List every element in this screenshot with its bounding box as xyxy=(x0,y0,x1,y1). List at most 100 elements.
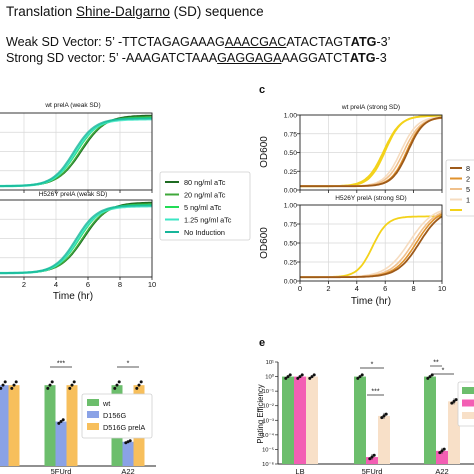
strong-xtick-label: 10 xyxy=(438,284,446,293)
bars-left-point xyxy=(139,380,143,384)
bars-left-point xyxy=(14,380,18,384)
strong-legend-label: 5 xyxy=(466,185,470,194)
weak-sd-sequence: Weak SD Vector: 5’ -TTCTAGAGAAAGAAACGACA… xyxy=(6,35,391,49)
strong-legend-label: 2 xyxy=(466,175,470,184)
weak-legend-label: 20 ng/ml aTc xyxy=(184,191,226,200)
bars-left-legend-label: wt xyxy=(102,399,110,408)
bars-right-bar xyxy=(424,376,436,464)
sequence-title: Translation Shine-Dalgarno (SD) sequence xyxy=(6,4,264,19)
bars-right-bar xyxy=(294,376,306,464)
bars-left-legend-label: D156G xyxy=(103,411,126,420)
bars-right-point xyxy=(370,455,374,459)
bars-right-sig-5fu-b-label: *** xyxy=(371,389,379,396)
strong-bottom-ytick-label: 0.25 xyxy=(284,260,297,267)
weak-xtick-label: 2 xyxy=(22,280,26,289)
bars-left-point xyxy=(128,439,132,443)
bars-right-point xyxy=(450,401,454,405)
bars-left-point xyxy=(113,386,117,390)
strong-top-ytick-label: 0.00 xyxy=(284,188,297,195)
strong-xtick-label: 8 xyxy=(412,284,416,293)
bars-right-point xyxy=(372,453,376,457)
weak-top-curve-3 xyxy=(0,118,152,188)
bars-right-point xyxy=(286,375,290,379)
weak-top-title: wt prelA (weak SD) xyxy=(44,102,100,109)
strong-xtick-label: 4 xyxy=(355,284,359,293)
weak-legend-label: 5 ng/ml aTc xyxy=(184,203,222,212)
strong-legend-label: 1 xyxy=(466,196,470,205)
strong-bottom-ytick-label: 0.75 xyxy=(284,222,297,229)
strong-top-ytick-label: 0.25 xyxy=(284,169,297,176)
bars-right-ytick-label: 10⁻¹ xyxy=(263,389,275,395)
weak-xtick-label: 4 xyxy=(54,280,58,289)
bars-right-bar xyxy=(354,376,366,464)
bars-right-bar xyxy=(448,401,460,464)
strong-top-ytick-label: 0.75 xyxy=(284,131,297,138)
bars-left-point xyxy=(48,383,52,387)
bars-left-legend-label: D516G prelA xyxy=(103,423,145,432)
strong-top-ylabel: OD600 xyxy=(259,136,270,168)
panel-letter-c: c xyxy=(259,84,265,96)
bars-right-legend-swatch xyxy=(462,412,474,419)
weak-xtick-label: 8 xyxy=(118,280,122,289)
bars-left-point xyxy=(50,380,54,384)
strong-legend-label: 8 xyxy=(466,164,470,173)
bars-right-bar xyxy=(378,415,390,464)
weak-bottom-curve-4 xyxy=(0,204,153,275)
panel-letter-e: e xyxy=(259,337,265,349)
strong-top-title: wt prelA (strong SD) xyxy=(341,104,400,111)
bars-right-category-label: LB xyxy=(295,467,304,474)
strong-bottom-curve-2 xyxy=(300,211,443,278)
bars-right-ytick-label: 10⁰ xyxy=(265,374,274,381)
bars-right-point xyxy=(380,416,384,420)
bars-right-category-label: 5FUrd xyxy=(362,467,383,474)
bars-right-point xyxy=(426,376,430,380)
bars-right-point xyxy=(384,412,388,416)
bars-left-point xyxy=(3,380,7,384)
bars-right-bar xyxy=(436,450,448,464)
bars-left-point xyxy=(72,380,76,384)
bars-right-point xyxy=(300,373,304,377)
bars-left-point xyxy=(12,383,16,387)
bars-right-point xyxy=(360,373,364,377)
bars-left-category-label: A22 xyxy=(121,467,134,474)
bars-right-point xyxy=(440,449,444,453)
bars-left-bar-D516G prelA xyxy=(8,385,20,466)
bars-right-point xyxy=(438,451,442,455)
weak-xtick-label: 6 xyxy=(86,280,90,289)
bars-left-point xyxy=(117,380,121,384)
strong-bottom-curve-4 xyxy=(300,215,443,279)
bars-left-point xyxy=(137,383,141,387)
bars-left-point xyxy=(61,418,65,422)
strong-bottom-ytick-label: 0.00 xyxy=(284,279,297,286)
bars-right-point xyxy=(312,373,316,377)
bars-left-bar-wt xyxy=(44,385,56,466)
bars-right-ytick-label: 10⁻⁵ xyxy=(262,446,275,453)
bars-right-point xyxy=(452,399,456,403)
strong-bottom-curve-3 xyxy=(300,213,443,278)
bars-right-sig-a22-a-label: ** xyxy=(433,360,439,367)
bars-right-point xyxy=(382,414,386,418)
bars-left-point xyxy=(46,386,50,390)
bars-left-legend-swatch xyxy=(87,411,99,418)
strong-bottom-ytick-label: 1.00 xyxy=(284,203,297,210)
bars-left-legend-box xyxy=(81,393,153,439)
bars-right-point xyxy=(288,373,292,377)
weak-legend-label: 1.25 ng/ml aTc xyxy=(184,216,232,225)
bars-right-bar xyxy=(366,457,378,464)
strong-xtick-label: 6 xyxy=(383,284,387,293)
bars-right-ytick-label: 10⁻⁴ xyxy=(262,432,275,439)
weak-top-frame xyxy=(0,112,153,191)
bars-right-point xyxy=(310,375,314,379)
bars-left-point xyxy=(70,383,74,387)
weak-bottom-frame xyxy=(0,199,153,278)
bars-right-legend-swatch xyxy=(462,387,474,394)
bars-left-bar-D156G xyxy=(0,385,9,466)
strong-bottom-ytick-label: 0.50 xyxy=(284,241,297,248)
bars-left-point xyxy=(59,420,63,424)
bars-right-point xyxy=(358,375,362,379)
strong-sd-sequence: Strong SD vector: 5’ -AAAGATCTAAAGAGGAGA… xyxy=(6,51,387,65)
bars-right-ytick-label: 10⁻⁶ xyxy=(262,461,275,468)
bars-left-bar-D516G prelA xyxy=(66,385,78,466)
bars-right-point xyxy=(298,375,302,379)
bars-right-bar xyxy=(306,376,318,464)
